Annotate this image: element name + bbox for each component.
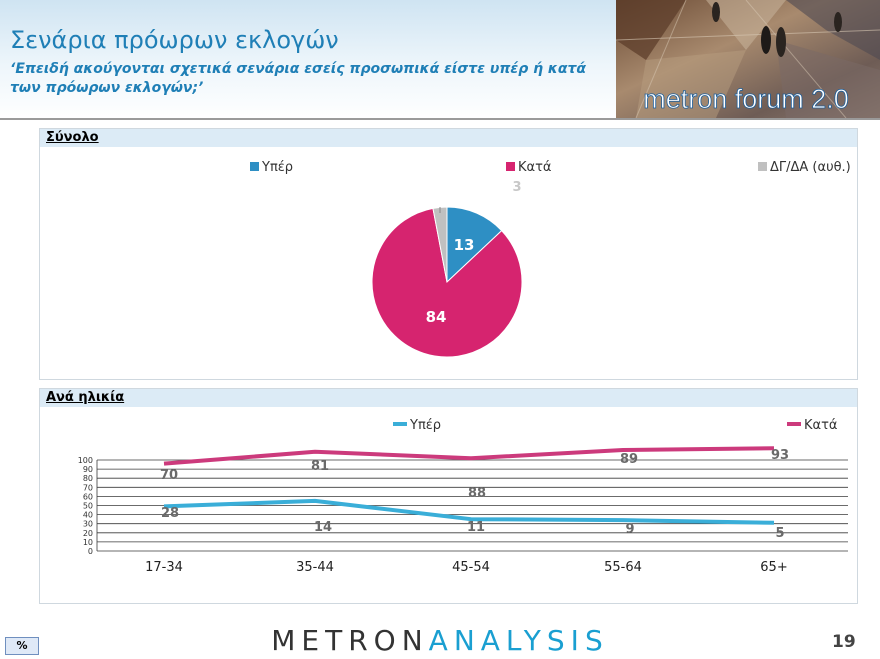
legend-label-kata: Κατά (518, 160, 552, 175)
data-label-yper: 11 (467, 520, 485, 535)
legend-label-dk: ΔΓ/ΔΑ (αυθ.) (770, 160, 851, 175)
data-label-yper: 28 (161, 506, 179, 521)
page-number: 19 (832, 632, 856, 652)
pie-legend: Υπέρ Κατά ΔΓ/ΔΑ (αυθ.) (250, 160, 851, 175)
pie-slices (371, 206, 523, 358)
pie-label-yper: 13 (454, 236, 475, 254)
y-tick-label: 10 (83, 538, 93, 547)
pie-label-kata: 84 (426, 308, 447, 326)
legend-line-label-kata: Κατά (804, 418, 838, 433)
header-divider (0, 118, 880, 120)
legend-swatch-kata (506, 162, 515, 171)
y-tick-label: 90 (83, 465, 93, 474)
data-label-kata: 70 (160, 468, 178, 483)
y-tick-label: 100 (78, 456, 93, 465)
series-line-kata (163, 446, 775, 466)
data-label-kata: 81 (311, 459, 329, 474)
data-label-kata: 89 (620, 452, 638, 467)
line-data-labels: 28 14 11 9 5 70 81 88 89 93 (160, 448, 789, 541)
y-tick-label: 50 (83, 502, 93, 511)
y-tick-label: 30 (83, 520, 93, 529)
line-legend: Υπέρ Κατά (393, 418, 838, 433)
total-panel-bar (40, 129, 857, 147)
data-label-yper: 14 (314, 520, 332, 535)
metron-analysis-logo: METRONANALYSIS (0, 624, 880, 657)
legend-swatch-dk (758, 162, 767, 171)
x-tick-label: 65+ (760, 560, 787, 575)
age-panel-title: Ανά ηλικία (46, 390, 125, 405)
x-axis-ticks: 17-34 35-44 45-54 55-64 65+ (145, 560, 788, 575)
banner-text: metron forum 2.0 (643, 84, 849, 114)
legend-swatch-yper (250, 162, 259, 171)
y-tick-label: 70 (83, 483, 93, 492)
pie-slice-yper (446, 206, 503, 284)
pie-slice-kata (371, 207, 523, 358)
metron-forum-banner: metron forum 2.0 (616, 0, 880, 118)
series-line-yper (163, 498, 775, 525)
legend-line-label-yper: Υπέρ (409, 418, 441, 433)
percent-badge: % (5, 637, 39, 655)
age-panel: Ανά ηλικία Υπέρ Κατά 0 10 20 30 40 50 60 70 80 90… (39, 388, 858, 604)
pie-label-dk: 3 (512, 180, 521, 195)
logo-right: ANALYSIS (428, 624, 609, 657)
legend-label-yper: Υπέρ (261, 160, 293, 175)
y-tick-label: 0 (88, 547, 93, 556)
y-tick-label: 20 (83, 529, 93, 538)
y-tick-label: 80 (83, 474, 93, 483)
y-tick-label: 40 (83, 511, 93, 520)
y-tick-label: 60 (83, 492, 93, 501)
line-series (163, 446, 775, 525)
x-tick-label: 35-44 (296, 560, 334, 575)
x-tick-label: 17-34 (145, 560, 183, 575)
age-panel-bar (40, 389, 857, 407)
total-panel: Σύνολο Υπέρ Κατά ΔΓ/ΔΑ (αυθ.) 3 13 84 (39, 128, 858, 380)
page-subtitle: ‘Επειδή ακούγονται σχετικά σενάρια εσείς… (10, 61, 587, 96)
x-tick-label: 45-54 (452, 560, 490, 575)
x-tick-label: 55-64 (604, 560, 642, 575)
total-panel-title: Σύνολο (46, 130, 99, 145)
page-title: Σενάρια πρόωρων εκλογών (10, 26, 339, 54)
data-label-kata: 88 (468, 486, 486, 501)
data-label-yper: 5 (775, 526, 784, 541)
pie-chart: Υπέρ Κατά ΔΓ/ΔΑ (αυθ.) 3 13 84 (250, 160, 851, 358)
data-label-kata: 93 (771, 448, 789, 463)
data-label-yper: 9 (625, 522, 634, 537)
logo-left: METRON (271, 624, 429, 657)
